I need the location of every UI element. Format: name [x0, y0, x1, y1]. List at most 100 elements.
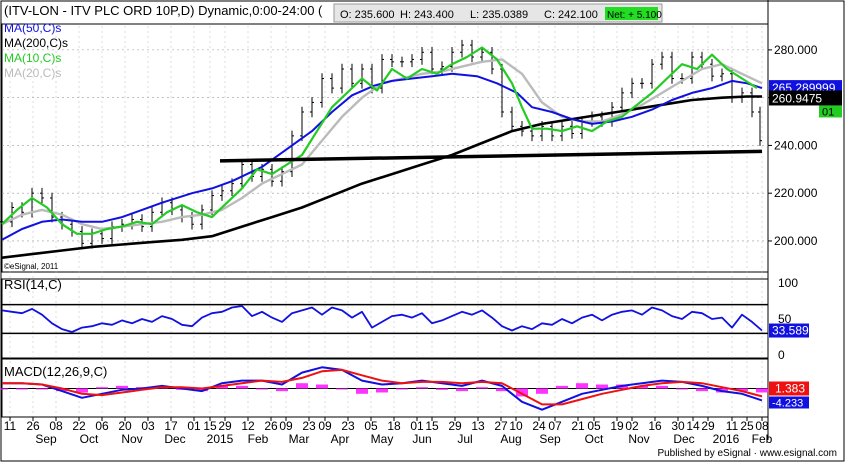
ma50-line: [1, 72, 763, 241]
month-label: Oct: [80, 432, 99, 446]
month-label: Jun: [412, 432, 431, 446]
ohlc-net: Net: + 5.100: [607, 10, 662, 21]
publisher-credit: Published by eSignal · www.esignal.com: [657, 448, 837, 459]
date-tick-label: 10: [509, 419, 523, 433]
date-tick-label: 08: [755, 419, 769, 433]
date-tick-label: 03: [141, 419, 155, 433]
macd-histogram-bar: [536, 388, 548, 394]
month-label: 2016: [713, 432, 740, 446]
date-tick-label: 11: [4, 419, 17, 433]
month-label: Nov: [121, 432, 142, 446]
macd-histogram-bar: [516, 388, 528, 397]
ohlc-close: C: 242.100: [544, 9, 598, 21]
month-label: Dec: [164, 432, 185, 446]
month-label: 2015: [207, 432, 234, 446]
macd-panel[interactable]: MACD(12,26,9,C): [0, 364, 768, 411]
macd-histogram-bar: [96, 387, 108, 389]
macd-value-box: [769, 381, 809, 396]
month-label: Aug: [500, 432, 521, 446]
rsi-value-box: [769, 323, 809, 338]
macd-histogram-bar: [756, 388, 768, 393]
date-tick-label: 16: [648, 419, 662, 433]
macd-histogram-bar: [316, 384, 328, 389]
macd-histogram-bar: [0, 388, 8, 390]
legend-entry: MA(200,C)s: [4, 36, 68, 50]
rsi-title: RSI(14,C): [4, 277, 62, 292]
date-tick-label: 08: [49, 419, 63, 433]
macd-histogram-bar: [256, 388, 268, 390]
date-tick-label: 14: [686, 419, 700, 433]
date-tick-label: 18: [387, 419, 401, 433]
date-tick-label: 15: [425, 419, 439, 433]
ohlc-high: H: 243.400: [400, 9, 454, 21]
macd-histogram-bar: [76, 388, 88, 393]
esignal-watermark: ©eSignal, 2011: [4, 262, 59, 271]
date-tick-label: 21: [571, 419, 585, 433]
month-label: Feb: [248, 432, 269, 446]
macd-histogram-bar: [696, 388, 708, 392]
macd-histogram-bar: [376, 388, 388, 393]
date-tick-label: 09: [279, 419, 293, 433]
month-label: Apr: [331, 432, 350, 446]
macd-histogram-bar: [276, 388, 288, 392]
date-tick-label: 23: [341, 419, 355, 433]
price-tick-label: 220.000: [774, 186, 818, 200]
rsi-line: [1, 305, 763, 333]
macd-histogram-bar: [636, 385, 648, 389]
month-label: Sep: [35, 432, 57, 446]
price-panel[interactable]: [0, 39, 763, 259]
date-tick-label: 02: [625, 419, 639, 433]
price-tick-label: 200.000: [774, 234, 818, 248]
date-tick-label: 01: [187, 419, 201, 433]
date-tick-label: 26: [264, 419, 278, 433]
date-tick-label: 27: [494, 419, 508, 433]
net-badge: [605, 7, 658, 20]
macd-line: [2, 366, 763, 411]
macd-value-label: 1.383: [775, 382, 805, 396]
macd-histogram-bar: [56, 388, 68, 392]
rsi-panel[interactable]: RSI(14,C): [1, 277, 768, 335]
price-tick-label: 280.000: [774, 43, 818, 57]
date-tick-label: 15: [203, 419, 217, 433]
date-tick-label: 05: [364, 419, 378, 433]
rsi-tick-label: 50: [778, 312, 792, 326]
macd-histogram-bar: [396, 388, 408, 390]
ma200-price-box: [769, 90, 842, 106]
date-tick-label: 13: [471, 419, 485, 433]
date-tick-label: 29: [448, 419, 462, 433]
macd-histogram-bar: [676, 388, 688, 390]
date-tick-label: 25: [740, 419, 754, 433]
rsi-value-label: 33.589: [772, 324, 809, 338]
date-tick-label: 22: [72, 419, 86, 433]
macd-histogram-bar: [436, 388, 448, 390]
month-label: Jul: [457, 432, 472, 446]
macd-histogram-bar: [496, 388, 508, 392]
month-label: May: [371, 432, 394, 446]
date-tick-label: 30: [671, 419, 685, 433]
date-tick-label: 23: [302, 419, 316, 433]
ma10-line: [1, 46, 758, 235]
ohlc-box: [333, 3, 663, 23]
macd-histogram-bar: [296, 383, 308, 389]
ma10-price-label: 01: [822, 106, 834, 118]
month-label: Dec: [673, 432, 694, 446]
date-tick-label: 29: [701, 419, 715, 433]
ma200-price-label: 260.9475: [772, 91, 822, 105]
macd-histogram-bar: [216, 385, 228, 389]
date-tick-label: 29: [218, 419, 232, 433]
ohlc-open: O: 235.600: [340, 9, 394, 21]
macd-histogram-bar: [416, 387, 428, 389]
legend-entry: MA(50,C)s: [4, 21, 61, 35]
legend: MA(50,C)sMA(200,C)sMA(10,C)sMA(20,C)s: [4, 21, 68, 80]
macd-histogram-bar: [596, 384, 608, 389]
date-tick-label: 24: [532, 419, 546, 433]
axes: 200.000220.000240.000260.000280.000265.2…: [4, 43, 842, 446]
macd-histogram-bar: [456, 388, 468, 392]
date-tick-label: 09: [318, 419, 332, 433]
macd-histogram-bar: [336, 388, 348, 390]
macd-histogram-bar: [556, 385, 568, 389]
legend-entry: MA(20,C)s: [4, 66, 61, 80]
price-tick-label: 240.000: [774, 138, 818, 152]
